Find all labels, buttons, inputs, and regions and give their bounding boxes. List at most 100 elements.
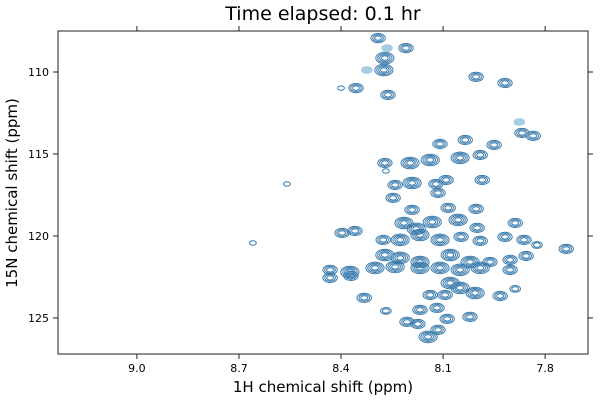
contour-level [446, 252, 455, 258]
contour-level [468, 71, 484, 83]
peak-contour [337, 85, 345, 91]
peak-contour [348, 83, 364, 94]
contour-level [434, 140, 446, 148]
peak-contour [377, 157, 393, 169]
contour-level [502, 254, 518, 265]
x-tick-label: 8.4 [332, 362, 350, 375]
contour-level [499, 79, 511, 87]
peak-contour [402, 176, 422, 190]
contour-level [416, 265, 424, 271]
contour-level [337, 85, 345, 91]
peak-contour [375, 51, 395, 65]
contour-level [367, 262, 383, 273]
contour-level [473, 225, 482, 231]
contour-level [507, 217, 523, 229]
peak-contour [474, 174, 490, 186]
contour-level [392, 234, 408, 245]
contour-level [452, 216, 464, 224]
contour-level [518, 130, 526, 136]
contour-level [560, 245, 573, 253]
peak-contour [468, 71, 484, 83]
contour-level [452, 282, 468, 293]
contour-level [446, 280, 455, 286]
contour-level [494, 292, 507, 300]
contour-level [476, 152, 485, 158]
peak-contour [502, 264, 518, 275]
contour-level [396, 217, 412, 229]
contour-level [394, 236, 407, 244]
peak-contour [465, 286, 485, 300]
contour-level [398, 219, 410, 227]
contour-level [450, 214, 466, 225]
contour-level [374, 35, 383, 41]
contour-level [420, 153, 440, 167]
peak-contour [472, 235, 488, 246]
contour-level [440, 176, 452, 184]
contour-level [436, 265, 444, 271]
contour-level [379, 54, 391, 62]
contour-level [396, 237, 405, 243]
contour-level [412, 320, 424, 328]
peak-contour [380, 307, 392, 315]
contour-level [433, 305, 441, 311]
peak-contour [497, 231, 513, 242]
contour-level [414, 264, 426, 272]
contour-level [394, 254, 407, 262]
contour-level [378, 66, 390, 74]
contour-level [454, 266, 466, 274]
contour-level [442, 249, 458, 261]
peak-contour [390, 233, 410, 247]
axis-ticks: 9.0 8.7 8.4 8.1 7.8 110 115 120 125 [28, 26, 593, 375]
contour-level [385, 192, 401, 203]
peak-contour [509, 285, 522, 293]
contour-level [506, 267, 515, 273]
contour-level [383, 45, 391, 51]
peak-contour [365, 261, 385, 275]
contour-level [466, 259, 474, 265]
contour-level [410, 261, 430, 275]
peak-contour [429, 302, 445, 313]
peak-contour [513, 118, 526, 126]
contour-level [358, 294, 371, 302]
contour-level [384, 92, 392, 98]
contour-level [464, 313, 476, 321]
contour-level [472, 235, 488, 246]
peak-contour [462, 311, 478, 322]
contour-level [533, 242, 541, 248]
contour-level [529, 133, 538, 139]
contour-level [486, 259, 494, 265]
peak-contour [249, 240, 257, 246]
contour-level [379, 251, 391, 259]
contour-level [404, 159, 416, 167]
contour-level [492, 290, 508, 302]
peak-contour [398, 43, 414, 54]
contour-level [432, 138, 448, 150]
contour-level [430, 187, 446, 199]
contour-level [379, 237, 388, 243]
contour-level [474, 237, 487, 245]
contour-level [437, 289, 453, 301]
contour-level [486, 139, 502, 151]
y-axis-label: 15N chemical shift (ppm) [3, 98, 21, 288]
contour-level [430, 180, 442, 188]
contour-level [478, 177, 487, 183]
contour-level [401, 318, 413, 326]
peak-contour [430, 187, 446, 199]
contour-level [430, 324, 446, 335]
contour-level [430, 233, 450, 247]
y-tick-label: 120 [28, 230, 49, 243]
peak-contour [347, 225, 363, 237]
contour-level [511, 286, 520, 292]
contour-level [474, 264, 487, 272]
contour-level [441, 292, 450, 298]
contour-level [400, 156, 420, 170]
contour-level [403, 319, 411, 325]
contour-level [442, 204, 455, 212]
contour-level [439, 313, 455, 324]
contour-level [558, 243, 574, 254]
contour-level [476, 265, 485, 271]
contour-level [348, 83, 364, 94]
contour-level [389, 181, 401, 189]
contour-level [375, 51, 395, 65]
contour-level [501, 80, 509, 86]
